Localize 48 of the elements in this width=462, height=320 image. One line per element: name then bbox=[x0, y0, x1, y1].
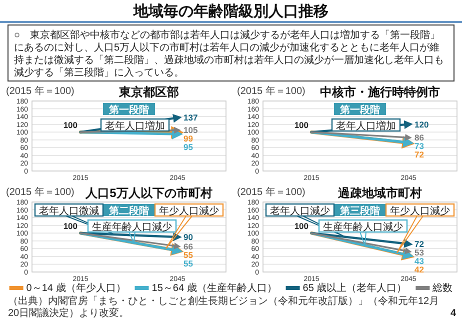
chart-title: 人口5万人以下の市町村 bbox=[84, 186, 212, 200]
annotation: 年少人口減少 bbox=[390, 205, 450, 217]
y-axis-title: (2015 年＝100) bbox=[6, 186, 74, 198]
annotation: 第一段階 bbox=[108, 104, 150, 116]
data-label: 55 bbox=[184, 258, 194, 268]
data-label: 99 bbox=[184, 134, 194, 144]
annotation: 老年人口増加 bbox=[336, 120, 396, 132]
data-label: 120 bbox=[414, 119, 429, 130]
data-label: 95 bbox=[184, 142, 194, 152]
annotation: 老年人口増加 bbox=[105, 120, 165, 132]
annotation: 年少人口減少 bbox=[159, 205, 219, 217]
data-label: 105 bbox=[184, 125, 198, 136]
y-axis-title: (2015 年＝100) bbox=[6, 85, 74, 97]
text: ○ 東京都区部や中核市などの都市部は若年人口は減少するが老年人口は増加する「第一段階」にあるのに対し、人口5万人以下の市町村は若年人口の減少が加速化するとともに老年人口が維持または微減する「第二段階」、過疎地域の市町村は若年人口の減少が一層加速化し老年人口も減少する「第三段階」に入っている。 bbox=[14, 29, 444, 78]
data-label: 100 bbox=[294, 221, 309, 232]
legend-label: 65 歳以上（老年人口） bbox=[302, 282, 407, 294]
chart-title: 東京都区部 bbox=[118, 85, 179, 99]
annotation: 老年人口微減 bbox=[39, 205, 99, 217]
annotation: 第一段階 bbox=[339, 104, 381, 116]
data-label: 100 bbox=[63, 221, 78, 232]
data-label: 72 bbox=[414, 239, 424, 249]
data-label: 86 bbox=[414, 132, 424, 143]
data-label: 66 bbox=[184, 241, 194, 252]
annotation: 第三段階 bbox=[339, 205, 381, 217]
annotation: 老年人口減少 bbox=[270, 205, 330, 217]
text: 地域毎の年齢階級別人口推移 bbox=[132, 3, 328, 20]
annotation: 生産年齢人口減少 bbox=[92, 221, 172, 233]
y-axis-title: (2015 年＝100) bbox=[237, 186, 306, 198]
chart-title: 過疎地域市町村 bbox=[337, 186, 422, 200]
y-axis-title: (2015 年＝100) bbox=[237, 85, 306, 97]
data-label: 42 bbox=[414, 264, 424, 274]
annotation: 第二段階 bbox=[108, 205, 150, 217]
legend-label: 15～64 歳（生産年齢人口） bbox=[152, 282, 277, 294]
annotation: 生産年齢人口減少 bbox=[323, 221, 403, 233]
text: 4 bbox=[450, 308, 456, 319]
data-label: 55 bbox=[184, 250, 194, 260]
data-label: 100 bbox=[294, 120, 309, 130]
data-label: 53 bbox=[414, 248, 424, 258]
legend-label: 総数 bbox=[432, 282, 453, 294]
data-label: 43 bbox=[414, 256, 424, 266]
data-label: 90 bbox=[184, 232, 194, 242]
data-label: 137 bbox=[184, 112, 198, 123]
data-label: 72 bbox=[414, 150, 424, 160]
chart-title: 中核市・施行時特例市 bbox=[320, 85, 440, 99]
text: （出典）内閣官房「まち・ひと・しごと創生長期ビジョン（令和元年改訂版）」（令和元年12月20日閣議決定）より改変。 bbox=[8, 295, 440, 319]
data-label: 73 bbox=[414, 141, 424, 152]
data-label: 100 bbox=[63, 120, 78, 130]
legend-label: 0～14 歳（年少人口） bbox=[26, 282, 126, 294]
